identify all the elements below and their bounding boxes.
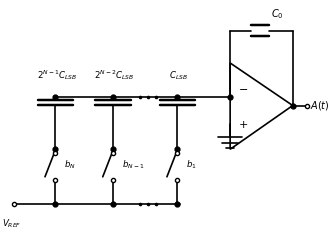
Text: $A(t)$: $A(t)$ [310,99,330,112]
Text: $C_{LSB}$: $C_{LSB}$ [169,70,188,82]
Text: $2^{N-2}C_{LSB}$: $2^{N-2}C_{LSB}$ [94,68,135,82]
Text: $+$: $+$ [238,119,248,130]
Text: $-$: $-$ [238,83,248,93]
Text: $C_0$: $C_0$ [271,7,283,20]
Text: $V_{REF}$: $V_{REF}$ [2,218,22,230]
Text: $b_1$: $b_1$ [186,159,197,171]
Text: $b_{N-1}$: $b_{N-1}$ [122,159,145,171]
Text: $b_N$: $b_N$ [64,159,76,171]
Text: $2^{N-1}C_{LSB}$: $2^{N-1}C_{LSB}$ [37,68,77,82]
